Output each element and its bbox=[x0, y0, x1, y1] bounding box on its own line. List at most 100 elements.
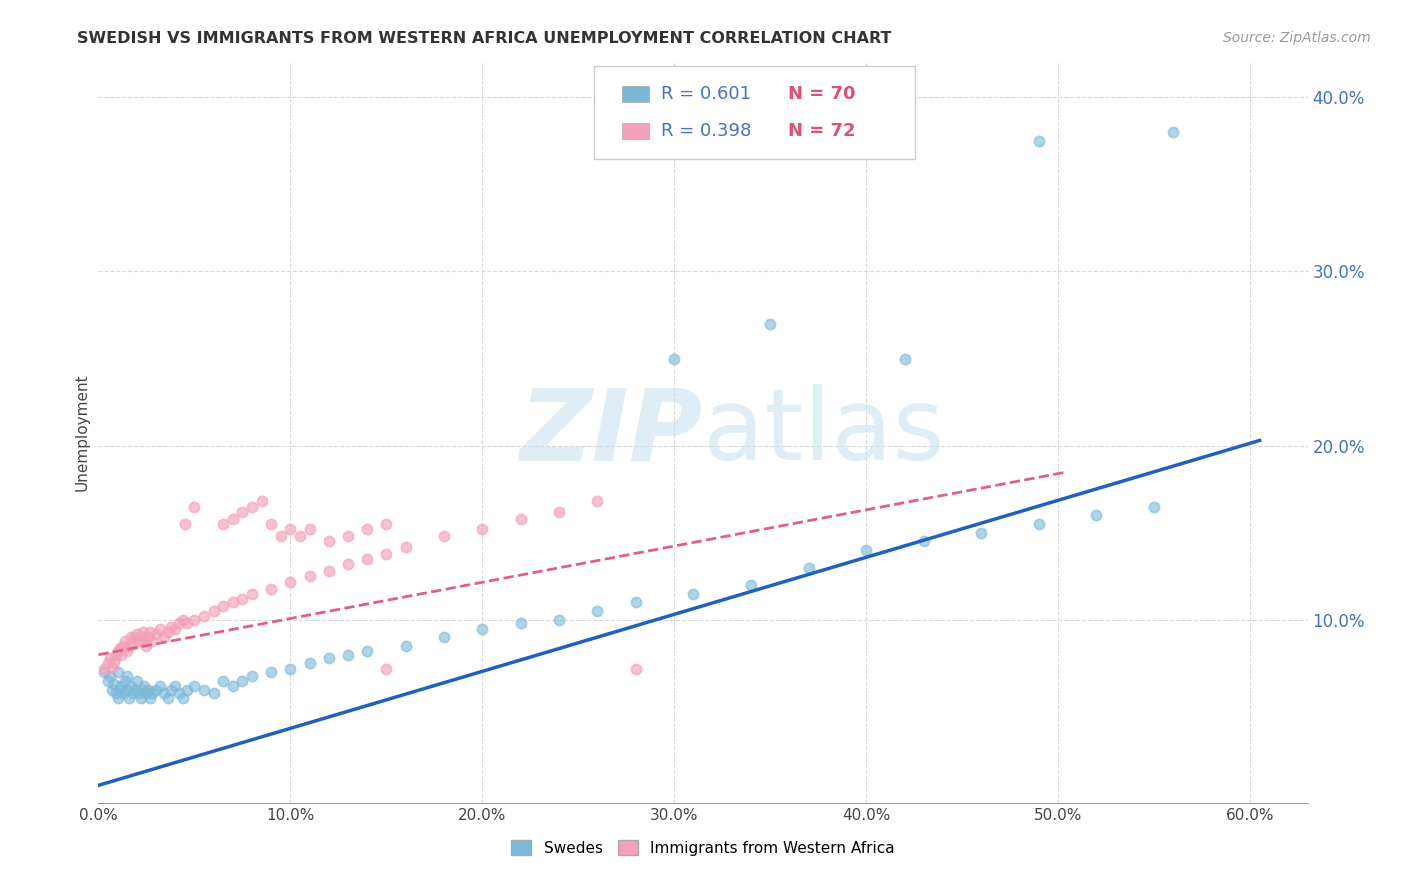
Point bbox=[970, 525, 993, 540]
Point bbox=[120, 630, 142, 644]
Point bbox=[98, 668, 121, 682]
Point bbox=[172, 691, 194, 706]
Point bbox=[356, 552, 378, 566]
Point bbox=[107, 691, 129, 706]
Point bbox=[288, 529, 311, 543]
Point bbox=[318, 564, 340, 578]
Text: R = 0.398: R = 0.398 bbox=[661, 122, 751, 140]
Point bbox=[318, 651, 340, 665]
Point bbox=[433, 630, 456, 644]
Point bbox=[135, 639, 157, 653]
Point bbox=[548, 613, 571, 627]
Point bbox=[124, 630, 146, 644]
Point bbox=[270, 529, 292, 543]
Point bbox=[222, 595, 245, 609]
Point bbox=[222, 679, 245, 693]
Point bbox=[139, 625, 162, 640]
Point bbox=[240, 500, 263, 514]
Text: ZIP: ZIP bbox=[520, 384, 703, 481]
Point bbox=[1028, 134, 1050, 148]
Point bbox=[280, 522, 302, 536]
Point bbox=[115, 668, 138, 682]
Point bbox=[193, 682, 215, 697]
Point bbox=[98, 651, 121, 665]
Bar bbox=[621, 123, 648, 139]
Point bbox=[173, 517, 195, 532]
Point bbox=[134, 679, 156, 693]
Point bbox=[394, 540, 416, 554]
Point bbox=[104, 686, 127, 700]
Point bbox=[114, 633, 136, 648]
Point bbox=[202, 604, 225, 618]
Point bbox=[356, 522, 378, 536]
Point bbox=[231, 505, 253, 519]
Point bbox=[336, 529, 359, 543]
Point bbox=[298, 522, 321, 536]
Point bbox=[212, 673, 235, 688]
Point bbox=[128, 633, 150, 648]
Point bbox=[471, 522, 494, 536]
Point bbox=[129, 630, 152, 644]
Point bbox=[160, 682, 183, 697]
Point bbox=[433, 529, 456, 543]
Point bbox=[298, 569, 321, 583]
Point bbox=[336, 648, 359, 662]
Point bbox=[1161, 125, 1184, 139]
Point bbox=[145, 627, 167, 641]
Point bbox=[260, 665, 283, 680]
Bar bbox=[621, 86, 648, 102]
Point bbox=[260, 517, 283, 532]
Point bbox=[112, 686, 135, 700]
Point bbox=[193, 609, 215, 624]
Point bbox=[122, 686, 145, 700]
Point bbox=[759, 317, 782, 331]
Point bbox=[97, 673, 120, 688]
Point bbox=[172, 613, 194, 627]
Point bbox=[176, 616, 198, 631]
Point bbox=[318, 534, 340, 549]
Point bbox=[250, 494, 273, 508]
Point bbox=[149, 622, 172, 636]
Text: Source: ZipAtlas.com: Source: ZipAtlas.com bbox=[1223, 31, 1371, 45]
Point bbox=[101, 660, 124, 674]
Point bbox=[212, 517, 235, 532]
Point bbox=[893, 351, 915, 366]
Point bbox=[212, 599, 235, 613]
Point bbox=[136, 630, 159, 644]
Point bbox=[112, 639, 135, 653]
Point bbox=[183, 500, 205, 514]
Point bbox=[107, 644, 129, 658]
Point bbox=[682, 587, 704, 601]
Point bbox=[139, 691, 162, 706]
Point bbox=[114, 673, 136, 688]
Point bbox=[160, 620, 183, 634]
Point bbox=[103, 677, 125, 691]
Y-axis label: Unemployment: Unemployment bbox=[75, 374, 90, 491]
Point bbox=[156, 625, 179, 640]
Point bbox=[183, 613, 205, 627]
Point bbox=[108, 640, 131, 655]
Point bbox=[108, 682, 131, 697]
Point bbox=[141, 686, 163, 700]
Point bbox=[664, 351, 686, 366]
Point bbox=[124, 682, 146, 697]
Point bbox=[136, 682, 159, 697]
Point bbox=[128, 686, 150, 700]
FancyBboxPatch shape bbox=[595, 66, 915, 159]
Point bbox=[1085, 508, 1108, 523]
Point bbox=[548, 505, 571, 519]
Text: SWEDISH VS IMMIGRANTS FROM WESTERN AFRICA UNEMPLOYMENT CORRELATION CHART: SWEDISH VS IMMIGRANTS FROM WESTERN AFRIC… bbox=[77, 31, 891, 46]
Point bbox=[740, 578, 762, 592]
Point bbox=[125, 627, 148, 641]
Point bbox=[183, 679, 205, 693]
Point bbox=[110, 679, 132, 693]
Text: atlas: atlas bbox=[703, 384, 945, 481]
Point bbox=[240, 668, 263, 682]
Point bbox=[97, 657, 120, 671]
Point bbox=[167, 616, 190, 631]
Text: R = 0.601: R = 0.601 bbox=[661, 85, 751, 103]
Point bbox=[165, 679, 187, 693]
Legend: Swedes, Immigrants from Western Africa: Swedes, Immigrants from Western Africa bbox=[505, 834, 901, 862]
Point bbox=[375, 662, 398, 676]
Point bbox=[624, 662, 647, 676]
